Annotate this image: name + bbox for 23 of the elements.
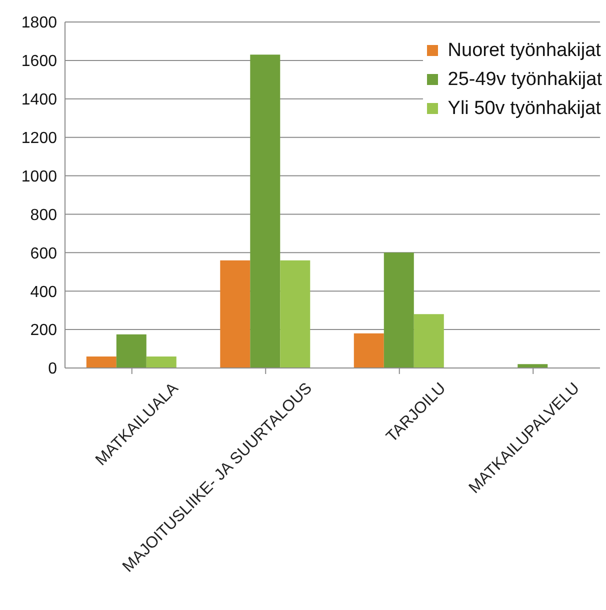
bar <box>220 260 250 368</box>
legend-label: Yli 50v työnhakijat <box>448 97 601 121</box>
bar <box>146 356 176 368</box>
y-tick-label: 0 <box>48 360 58 378</box>
bar <box>250 54 280 368</box>
bar <box>86 356 116 368</box>
y-tick-label: 200 <box>30 322 58 340</box>
bar <box>354 333 384 368</box>
legend-label: 25-49v työnhakijat <box>448 68 602 92</box>
bar <box>116 334 146 368</box>
bar <box>384 252 414 368</box>
bar <box>518 364 548 368</box>
y-tick-label: 400 <box>30 284 58 301</box>
y-tick-label: 1800 <box>21 14 58 32</box>
bar <box>414 314 444 368</box>
y-tick-label: 600 <box>30 245 58 262</box>
y-tick-label: 1600 <box>21 53 58 70</box>
y-tick-label: 800 <box>30 206 58 224</box>
y-tick-label: 1400 <box>21 92 58 109</box>
legend-label: Nuoret työnhakijat <box>448 39 601 63</box>
y-tick-label: 1200 <box>21 130 58 148</box>
y-tick-label: 1000 <box>21 168 58 186</box>
bar <box>280 260 310 368</box>
